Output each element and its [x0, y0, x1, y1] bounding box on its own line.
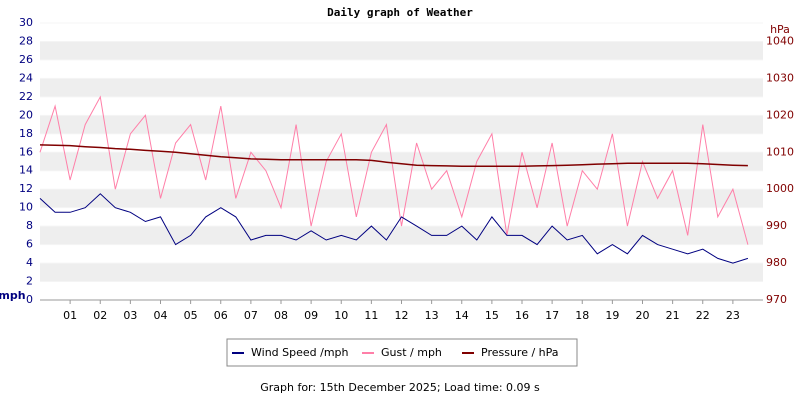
x-tick-label: 13: [425, 309, 439, 322]
x-tick-label: 05: [184, 309, 198, 322]
y2-tick-label: 1010: [766, 145, 794, 158]
y-tick-label: 28: [19, 34, 33, 47]
y2-tick-label: 1000: [766, 182, 794, 195]
y-tick-label: 26: [19, 53, 33, 66]
y-axis-label: mph: [0, 289, 26, 302]
y2-tick-label: 970: [766, 293, 787, 306]
x-tick-label: 08: [274, 309, 288, 322]
x-tick-label: 17: [545, 309, 559, 322]
legend-label: Wind Speed /mph: [251, 346, 349, 359]
y-tick-label: 12: [19, 182, 33, 195]
y-tick-label: 20: [19, 108, 33, 121]
plot: [40, 22, 763, 301]
x-tick-label: 22: [696, 309, 710, 322]
x-tick-label: 18: [575, 309, 589, 322]
x-tick-label: 16: [515, 309, 529, 322]
y-tick-label: 18: [19, 127, 33, 140]
band: [40, 263, 763, 282]
x-tick-label: 15: [485, 309, 499, 322]
x-tick-label: 12: [395, 309, 409, 322]
y-tick-label: 10: [19, 201, 33, 214]
y2-tick-label: 1020: [766, 108, 794, 121]
x-tick-label: 11: [364, 309, 378, 322]
legend-label: Pressure / hPa: [481, 346, 559, 359]
legend-box: [226, 338, 578, 367]
y-tick-label: 6: [26, 238, 33, 251]
x-tick-label: 07: [244, 309, 258, 322]
y-tick-label: 8: [26, 219, 33, 232]
y-tick-label: 2: [26, 275, 33, 288]
y-tick-label: 16: [19, 145, 33, 158]
x-tick-label: 04: [154, 309, 168, 322]
band: [40, 226, 763, 245]
x-tick-label: 14: [455, 309, 469, 322]
series-line: [39, 144, 748, 168]
y-tick-label: 14: [19, 164, 33, 177]
x-tick-label: 10: [334, 309, 348, 322]
legend-label: Gust / mph: [381, 346, 442, 359]
x-tick-label: 01: [63, 309, 77, 322]
x-tick-label: 02: [93, 309, 107, 322]
band: [40, 41, 763, 60]
x-tick-label: 03: [123, 309, 137, 322]
y-tick-label: 4: [26, 256, 33, 269]
y2-tick-label: 980: [766, 256, 787, 269]
x-tick-label: 23: [726, 309, 740, 322]
y2-tick-label: 990: [766, 219, 787, 232]
series-line: [39, 193, 749, 264]
y-tick-label: 22: [19, 90, 33, 103]
y-tick-label: 0: [26, 293, 33, 306]
y2-tick-label: 1040: [766, 34, 794, 47]
series-line: [39, 95, 749, 245]
y2-tick-label: 1030: [766, 71, 794, 84]
y-tick-label: 24: [19, 71, 33, 84]
band: [40, 189, 763, 208]
chart-title: Daily graph of Weather: [327, 6, 473, 19]
band: [40, 78, 763, 97]
band: [40, 152, 763, 171]
y2-axis-label: hPa: [770, 23, 790, 36]
x-tick-label: 21: [666, 309, 680, 322]
footer: Graph for: 15th December 2025; Load time…: [260, 381, 540, 394]
y-tick-label: 30: [19, 16, 33, 29]
band: [40, 115, 763, 134]
x-tick-label: 09: [304, 309, 318, 322]
x-tick-label: 20: [636, 309, 650, 322]
x-tick-label: 06: [214, 309, 228, 322]
x-tick-label: 19: [605, 309, 619, 322]
